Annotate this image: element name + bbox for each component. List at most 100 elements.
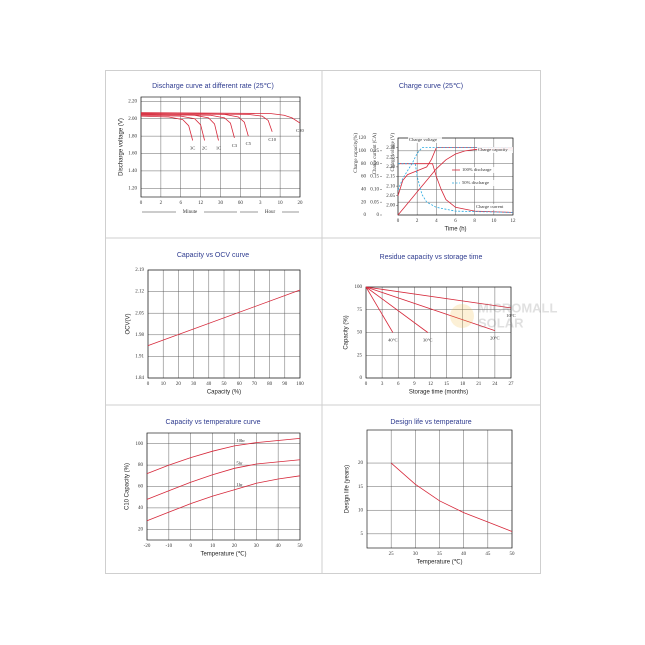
x-tick-label: 10	[491, 219, 497, 224]
x-tick-label: 6	[397, 382, 400, 387]
y-tick-label: 40	[138, 506, 144, 511]
y-tick-label: 1.80	[128, 134, 137, 139]
label-backdrop	[475, 204, 511, 210]
x-tick-label: 15	[444, 382, 450, 387]
x-tick-label: 10	[210, 544, 216, 549]
series-label: Charge current	[476, 204, 504, 209]
x-tick-label: 3	[259, 201, 262, 206]
y-tick-label: 60	[361, 175, 367, 180]
y-tick-label: 2.20	[128, 99, 137, 104]
series-label: Charge capacity	[478, 147, 508, 152]
series-label: 3C	[190, 146, 195, 151]
y-axis-label: OCV(V)	[126, 313, 132, 334]
x-tick-label: 100	[296, 382, 304, 387]
y-tick-label: 0	[360, 376, 363, 381]
series-line	[147, 289, 301, 346]
series-line	[397, 148, 514, 216]
annotation: Charge voltage	[409, 137, 437, 142]
y-tick-label: 2.00	[386, 204, 395, 209]
y-tick-label: 0.15	[370, 175, 379, 180]
chart-title: Residue capacity vs storage time	[380, 254, 483, 261]
y-axis-label: Discharge voltage (V)	[119, 118, 125, 176]
series-line	[365, 286, 496, 332]
y-tick-label: 60	[138, 485, 144, 490]
y-tick-label: 100	[359, 149, 367, 154]
series-line	[365, 286, 512, 309]
chart-title: Capacity vs temperature curve	[166, 419, 261, 426]
y-tick-label: 40	[361, 187, 367, 192]
x-tick-label: -10	[166, 544, 173, 549]
x-tick-label: 30	[191, 382, 197, 387]
y-axis-label: Charge voltage (V)	[391, 133, 396, 172]
series-line	[397, 147, 513, 191]
y-tick-label: 0.05	[370, 200, 379, 205]
series-line	[140, 113, 273, 132]
y-tick-label: 2.30	[386, 146, 395, 151]
legend-label: 100% discharge	[462, 167, 491, 172]
x-tick-label: 0	[365, 382, 368, 387]
x-tick-label: 40	[461, 552, 467, 557]
x-tick-label: 40	[276, 544, 282, 549]
y-tick-label: 1.91	[135, 355, 144, 360]
y-tick-label: 2.00	[128, 117, 137, 122]
outer-frame	[105, 70, 541, 574]
series-line	[140, 113, 235, 138]
x-tick-label: 12	[428, 382, 434, 387]
y-tick-label: 0.20	[370, 162, 379, 167]
x-tick-label: 2	[160, 201, 163, 206]
y-tick-label: 10	[358, 508, 364, 513]
y-tick-label: 120	[359, 136, 367, 141]
series-line	[390, 462, 513, 532]
y-axis-label: Charge capacity(%)	[354, 133, 359, 173]
x-tick-label: 70	[252, 382, 258, 387]
series-label: 40°C	[388, 338, 398, 343]
x-tick-label: 18	[460, 382, 466, 387]
x-tick-label: 2	[416, 219, 419, 224]
bracket-gap	[258, 208, 282, 216]
y-tick-label: 0.25	[370, 149, 379, 154]
y-tick-label: 80	[138, 463, 144, 468]
label-backdrop	[408, 137, 442, 143]
watermark-text: SOLAR	[478, 315, 524, 330]
y-tick-label: 100	[136, 442, 144, 447]
watermark-text: MICROMALL	[478, 300, 557, 315]
x-tick-label: 4	[435, 219, 438, 224]
series-label: 5hr	[236, 460, 243, 465]
y-tick-label: 2.15	[386, 175, 395, 180]
series-line	[365, 286, 428, 333]
chart-title: Charge curve (25℃)	[399, 83, 463, 90]
series-label: C20	[296, 128, 304, 133]
y-tick-label: 80	[361, 162, 367, 167]
y-tick-label: 2.05	[135, 311, 144, 316]
x-tick-label: 3	[381, 382, 384, 387]
x-tick-label: 21	[476, 382, 482, 387]
series-line	[398, 163, 514, 213]
y-tick-label: 0.10	[370, 187, 379, 192]
y-tick-label: 1.40	[128, 169, 137, 174]
x-tick-label: 30	[218, 201, 224, 206]
x-tick-label: 20	[298, 201, 304, 206]
x-axis-label: Temperature (℃)	[416, 560, 462, 566]
x-group-label: Minute	[183, 210, 198, 215]
x-tick-label: 60	[238, 201, 244, 206]
watermark: MICROMALL SOLAR	[450, 300, 557, 330]
x-tick-label: 90	[282, 382, 288, 387]
series-label: 30°C	[423, 338, 433, 343]
y-tick-label: 0	[377, 213, 380, 218]
x-tick-label: 10	[278, 201, 284, 206]
y-axis-label: Charge current (CA)	[373, 133, 378, 175]
plot-frame	[140, 96, 301, 198]
x-tick-label: 8	[473, 219, 476, 224]
y-axis-label: Design life (years)	[345, 465, 351, 513]
x-group-label: Hour	[265, 210, 276, 215]
chart-title: Discharge curve at different rate (25℃)	[152, 83, 274, 90]
y-tick-label: 20	[138, 527, 144, 532]
x-axis-label: Time (h)	[444, 227, 466, 233]
x-axis-label: Capacity (%)	[207, 390, 241, 396]
x-tick-label: 25	[389, 552, 395, 557]
y-tick-label: 2.12	[135, 290, 144, 295]
x-tick-label: 60	[237, 382, 243, 387]
plot-frame	[146, 432, 301, 541]
y-tick-label: 1.98	[135, 333, 144, 338]
